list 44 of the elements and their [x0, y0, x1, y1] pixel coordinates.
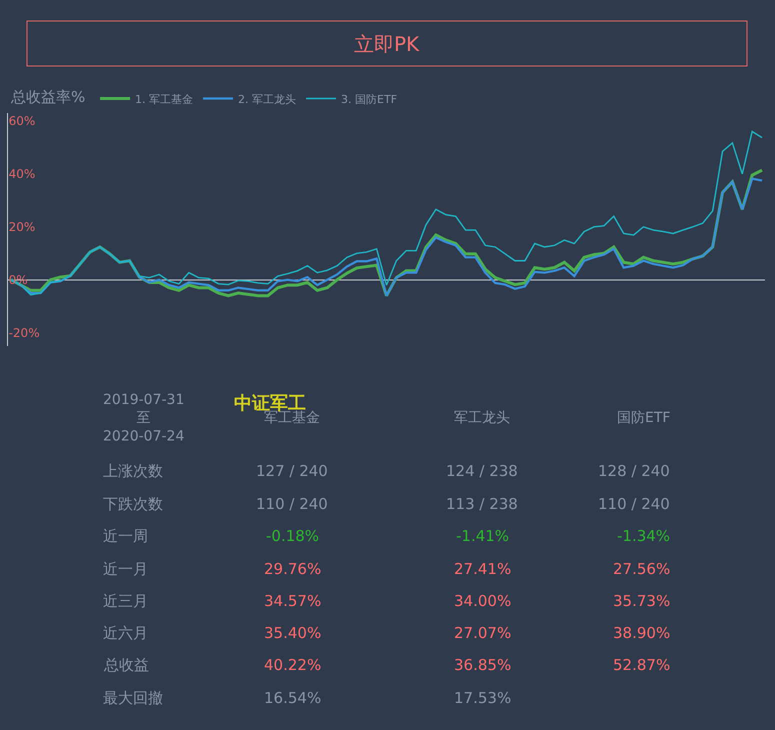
- text: 27.07%: [454, 624, 512, 642]
- y-tick-label: 40%: [8, 167, 36, 182]
- text: 27.56%: [613, 560, 670, 578]
- text: 近六月: [103, 624, 148, 642]
- text: 总收益: [103, 656, 149, 674]
- y-axis-title: 总收益率%: [10, 88, 86, 106]
- text: 立即PK: [354, 32, 420, 56]
- text: 下跌次数: [103, 495, 163, 513]
- text: 2019-07-31 至 2020-07-24: [103, 392, 184, 444]
- text: -1.41%: [456, 527, 510, 545]
- text: 35.40%: [264, 624, 322, 642]
- text: -0.18%: [266, 527, 320, 545]
- text: 16.54%: [264, 689, 322, 707]
- text: 上涨次数: [103, 462, 163, 480]
- text: 127 / 240: [256, 462, 328, 480]
- text: 国防ETF: [617, 410, 670, 426]
- text: 38.90%: [613, 624, 670, 642]
- text: 34.00%: [454, 592, 512, 610]
- y-tick-label: -20%: [8, 326, 40, 340]
- text: 近一月: [103, 560, 148, 578]
- text: 近一周: [103, 527, 148, 545]
- text: 军工龙头: [454, 410, 510, 426]
- text: 128 / 240: [598, 462, 670, 480]
- text: 40.22%: [264, 656, 322, 674]
- text: -1.34%: [617, 527, 670, 545]
- text: 110 / 240: [598, 495, 670, 513]
- text: 34.57%: [264, 592, 322, 610]
- text: 17.53%: [454, 689, 512, 707]
- text: 27.41%: [454, 560, 512, 578]
- text: 36.85%: [454, 656, 512, 674]
- text: 29.76%: [264, 560, 322, 578]
- text: 最大回撤: [103, 689, 163, 707]
- text: 110 / 240: [256, 495, 328, 513]
- legend-label: 3. 国防ETF: [341, 92, 398, 106]
- text: 52.87%: [613, 656, 670, 674]
- legend-label: 1. 军工基金: [135, 92, 194, 106]
- text: 124 / 238: [446, 462, 518, 480]
- text: 113 / 238: [446, 495, 518, 513]
- text: 35.73%: [613, 592, 670, 610]
- y-tick-label: 20%: [8, 220, 36, 234]
- line-series: [10, 130, 763, 296]
- y-tick-label: 60%: [8, 114, 36, 128]
- text: 近三月: [103, 592, 148, 610]
- legend-label: 2. 军工龙头: [238, 92, 296, 106]
